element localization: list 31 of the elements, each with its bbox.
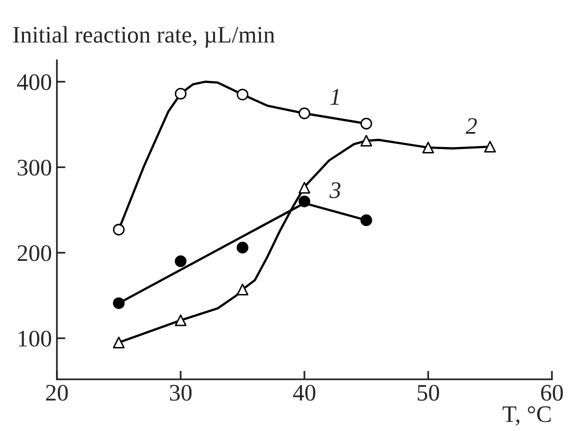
point — [360, 118, 372, 130]
x-tick-label: 60 — [541, 384, 563, 401]
y-tick-label: 400 — [17, 74, 52, 90]
point — [360, 214, 372, 226]
point — [484, 140, 496, 153]
point — [360, 134, 372, 147]
point — [112, 297, 125, 310]
point — [174, 255, 186, 268]
x-tick-label: 50 — [418, 384, 440, 401]
point — [298, 182, 310, 194]
point — [422, 142, 434, 154]
point — [174, 314, 186, 326]
point — [112, 336, 125, 348]
point — [236, 242, 248, 254]
point — [236, 284, 248, 296]
x-tick-label: 40 — [293, 384, 316, 401]
x-tick-label: 30 — [170, 384, 192, 401]
x-axis-title: T, °C — [502, 406, 551, 426]
series-label: 2 — [466, 118, 477, 134]
y-tick-label: 200 — [18, 245, 52, 262]
x-tick-label: 20 — [46, 384, 68, 401]
y-tick-label: 100 — [18, 330, 52, 347]
point — [298, 196, 310, 208]
point — [112, 224, 125, 236]
series-label: 1 — [330, 89, 339, 105]
y-axis-title: Initial reaction rate, µL/min — [13, 26, 275, 48]
point — [298, 108, 310, 120]
y-tick-label: 300 — [18, 160, 52, 176]
point — [236, 88, 248, 100]
point — [174, 88, 186, 100]
series-label: 3 — [329, 182, 340, 198]
